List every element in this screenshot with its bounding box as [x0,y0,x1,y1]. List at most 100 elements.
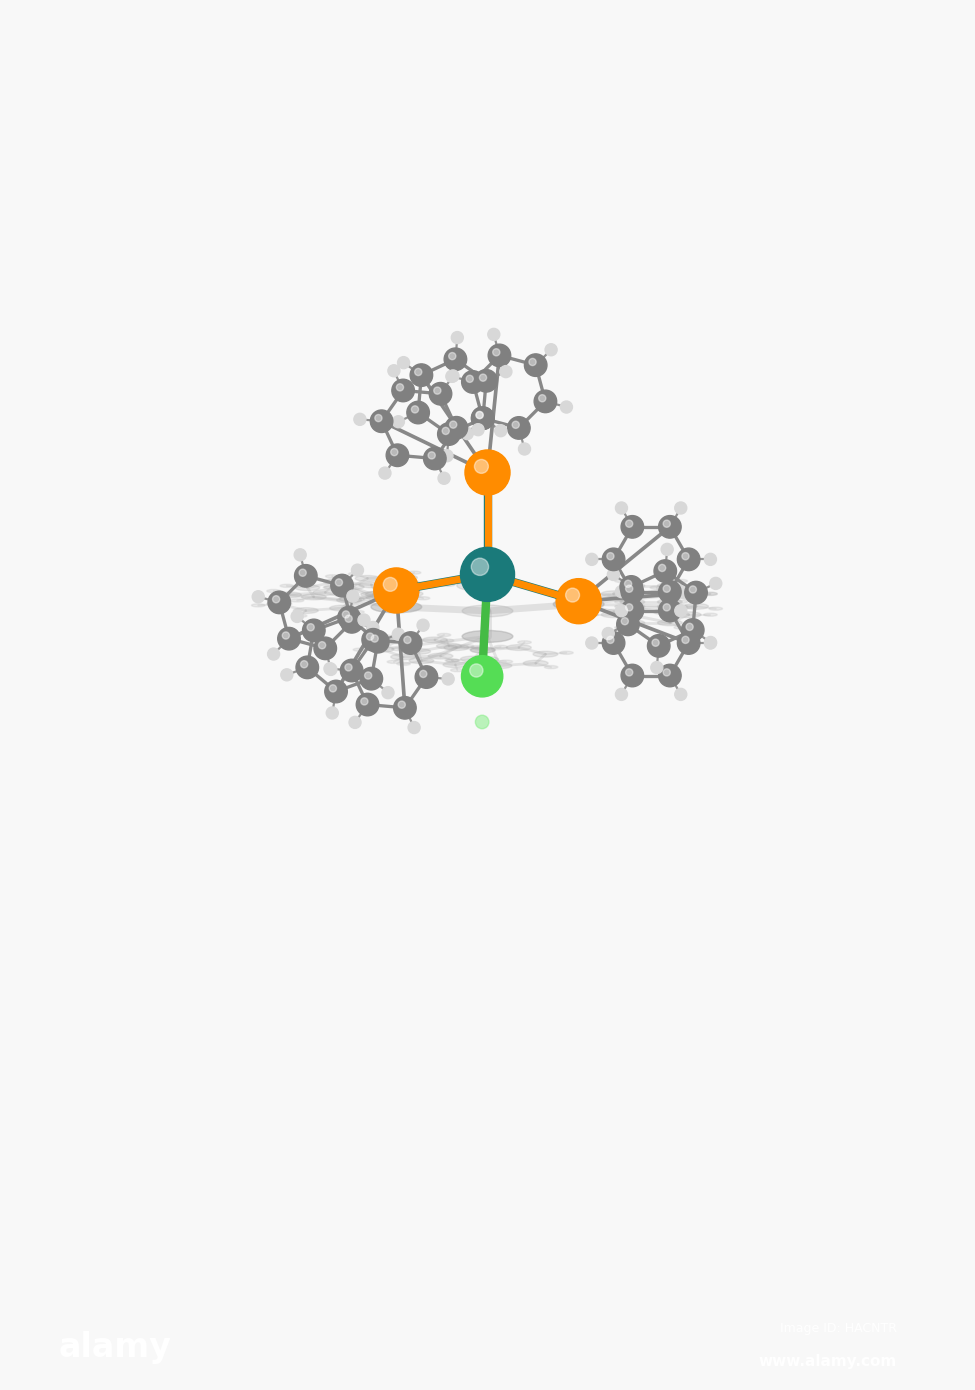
Circle shape [337,606,361,628]
Circle shape [294,549,306,560]
Ellipse shape [506,645,531,651]
Ellipse shape [441,639,453,642]
Circle shape [394,696,416,719]
Ellipse shape [387,660,401,663]
Circle shape [675,688,686,701]
Circle shape [461,656,503,696]
Ellipse shape [620,603,644,609]
Circle shape [360,667,382,689]
Circle shape [621,581,644,603]
Circle shape [466,450,509,495]
Circle shape [705,637,717,649]
Circle shape [617,613,640,635]
Ellipse shape [585,613,599,616]
Ellipse shape [370,646,394,652]
Circle shape [494,425,507,436]
Circle shape [417,619,429,631]
Circle shape [335,578,342,587]
Circle shape [398,701,406,709]
Circle shape [448,353,456,360]
Ellipse shape [615,595,641,602]
Circle shape [267,648,280,660]
Circle shape [327,708,338,719]
Circle shape [615,502,628,514]
Circle shape [488,328,500,341]
Circle shape [682,619,704,641]
Circle shape [626,520,633,527]
Circle shape [621,516,644,538]
Circle shape [374,414,382,421]
Circle shape [658,564,666,571]
Ellipse shape [471,648,495,653]
Circle shape [371,635,378,642]
Circle shape [392,628,405,641]
Ellipse shape [293,614,307,617]
Circle shape [661,543,673,556]
Ellipse shape [499,660,513,663]
Circle shape [545,343,557,356]
Text: Image ID: HACNTR: Image ID: HACNTR [780,1322,897,1334]
Circle shape [621,617,629,624]
Ellipse shape [359,582,384,588]
Circle shape [461,371,485,393]
Circle shape [307,624,314,631]
Ellipse shape [437,634,450,637]
Circle shape [626,603,633,612]
Circle shape [314,637,336,660]
Circle shape [460,548,515,602]
Ellipse shape [450,669,464,671]
Circle shape [472,424,484,435]
Circle shape [488,345,511,367]
Ellipse shape [346,603,360,607]
Circle shape [445,348,467,371]
Ellipse shape [602,612,626,617]
Circle shape [704,553,717,566]
Circle shape [663,585,671,592]
Circle shape [362,628,384,651]
Ellipse shape [348,573,362,575]
Ellipse shape [293,607,318,613]
Ellipse shape [488,670,500,673]
Circle shape [300,660,308,667]
Ellipse shape [460,656,486,662]
Circle shape [404,637,411,644]
Circle shape [253,591,264,603]
Circle shape [442,673,454,685]
Circle shape [471,559,488,575]
Circle shape [383,577,397,591]
Circle shape [299,569,306,577]
Ellipse shape [657,620,682,626]
Ellipse shape [371,600,421,613]
Ellipse shape [351,610,365,613]
Circle shape [607,569,619,581]
Circle shape [340,610,363,632]
Circle shape [606,553,614,560]
Ellipse shape [267,600,292,607]
Circle shape [447,370,459,382]
Circle shape [325,663,337,676]
Ellipse shape [353,648,367,652]
Circle shape [620,575,643,598]
Ellipse shape [366,591,390,596]
Circle shape [566,588,579,602]
Ellipse shape [323,585,336,589]
Circle shape [281,669,292,681]
Circle shape [292,610,303,623]
Circle shape [461,428,473,439]
Circle shape [474,459,488,474]
Circle shape [438,473,450,484]
Circle shape [434,386,441,395]
Ellipse shape [677,612,701,617]
Ellipse shape [657,582,682,588]
Ellipse shape [606,609,620,613]
Circle shape [398,357,409,368]
Circle shape [606,637,614,644]
Circle shape [442,427,449,435]
Ellipse shape [470,648,495,653]
Circle shape [663,603,671,612]
Circle shape [512,421,520,428]
Circle shape [345,664,352,671]
Ellipse shape [447,659,460,662]
Circle shape [392,379,414,402]
Circle shape [345,614,352,623]
